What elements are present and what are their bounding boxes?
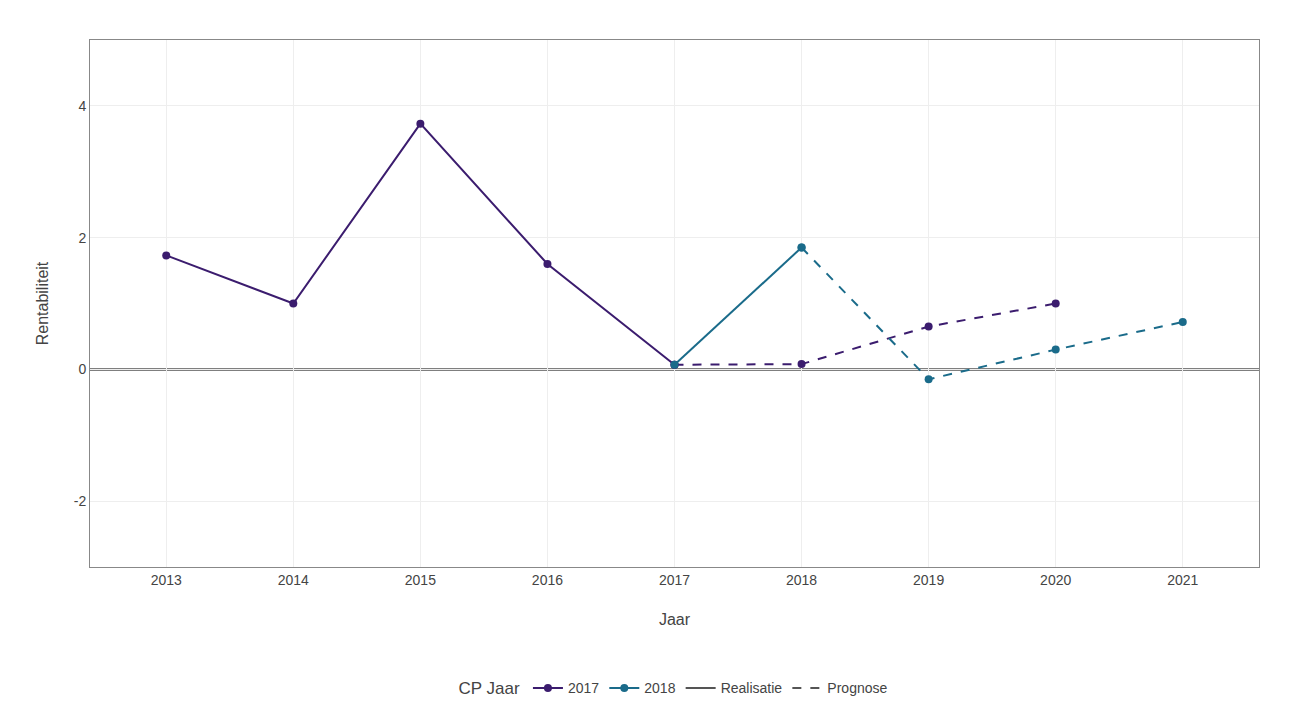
svg-text:2018: 2018 bbox=[644, 680, 675, 696]
svg-text:2018: 2018 bbox=[786, 572, 817, 588]
svg-text:Prognose: Prognose bbox=[827, 680, 887, 696]
svg-text:2021: 2021 bbox=[1167, 572, 1198, 588]
svg-text:2017: 2017 bbox=[659, 572, 690, 588]
svg-text:Rentabiliteit: Rentabiliteit bbox=[34, 261, 51, 345]
svg-text:2016: 2016 bbox=[532, 572, 563, 588]
svg-text:2015: 2015 bbox=[405, 572, 436, 588]
svg-text:2020: 2020 bbox=[1040, 572, 1071, 588]
svg-text:Jaar: Jaar bbox=[659, 611, 691, 628]
svg-text:2: 2 bbox=[78, 230, 86, 246]
svg-text:-2: -2 bbox=[74, 493, 87, 509]
svg-text:2017: 2017 bbox=[568, 680, 599, 696]
svg-text:4: 4 bbox=[78, 98, 86, 114]
svg-text:2019: 2019 bbox=[913, 572, 944, 588]
svg-text:CP Jaar: CP Jaar bbox=[459, 680, 520, 699]
svg-text:0: 0 bbox=[78, 361, 86, 377]
svg-text:Realisatie: Realisatie bbox=[721, 680, 783, 696]
svg-text:2013: 2013 bbox=[151, 572, 182, 588]
svg-text:2014: 2014 bbox=[278, 572, 309, 588]
